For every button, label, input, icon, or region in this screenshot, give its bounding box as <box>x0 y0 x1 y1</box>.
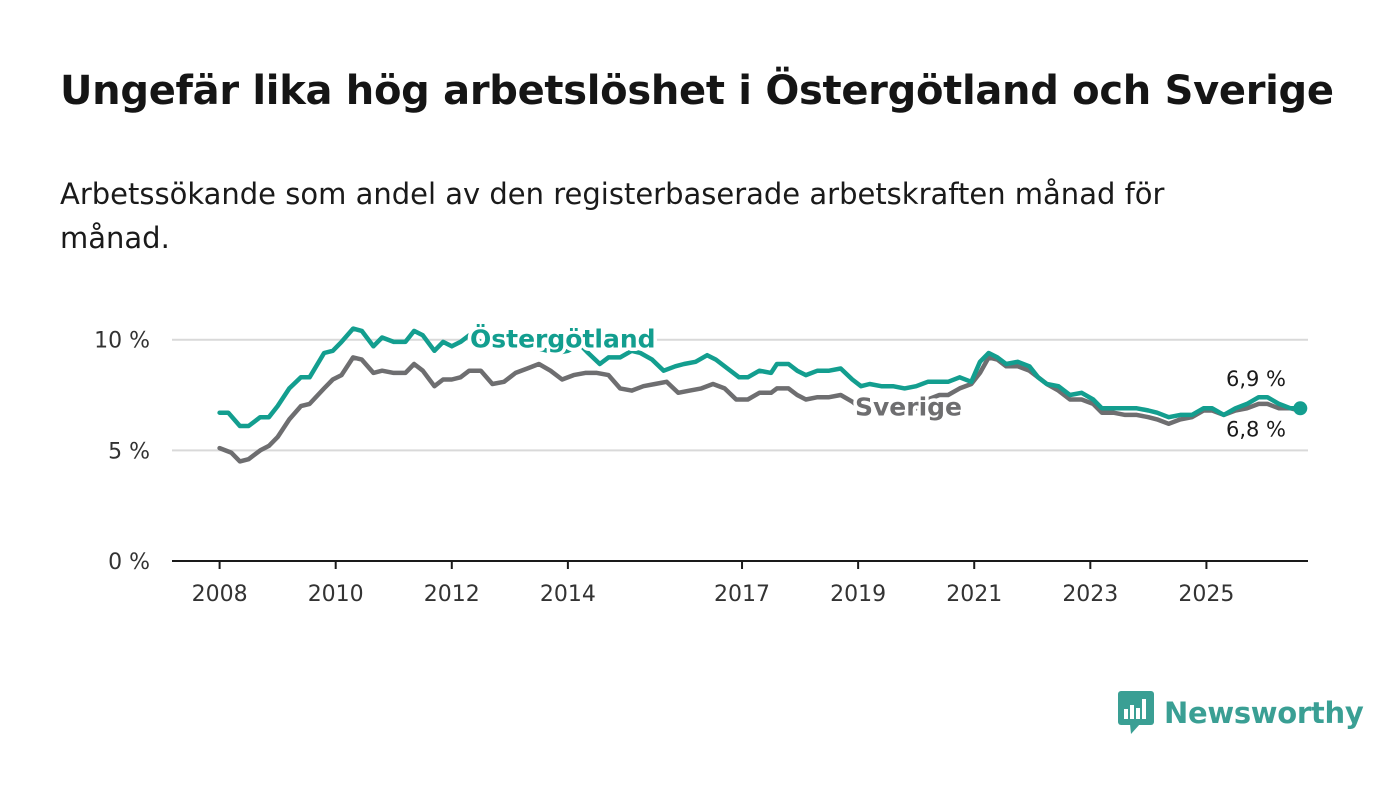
y-tick-label: 10 % <box>94 329 150 354</box>
newsworthy-logo[interactable]: Newsworthy <box>1118 690 1364 736</box>
end-marker-ostergotland <box>1293 401 1308 416</box>
label-layer: Östergötland Sverige 6,9 % 6,8 % <box>467 320 1289 444</box>
series-line-sverige <box>217 355 1302 464</box>
x-tick-label: 2014 <box>540 582 596 607</box>
series-layer <box>217 326 1308 464</box>
series-line-ostergotland <box>217 326 1302 429</box>
x-tick-label: 2019 <box>830 582 886 607</box>
y-tick-label: 5 % <box>108 439 150 464</box>
x-tick-label: 2012 <box>424 582 480 607</box>
grid-layer <box>172 338 1308 452</box>
chart-title: Ungefär lika hög arbetslöshet i Östergöt… <box>60 68 1334 114</box>
x-tick-label: 2025 <box>1178 582 1234 607</box>
series-label-sverige: Sverige <box>855 392 962 421</box>
bar-chart-speech-bubble-icon <box>1118 691 1154 734</box>
axis-layer: 0 % 5 % 10 % 2008 2010 2012 2014 2017 2019 2021 20… <box>94 329 1308 607</box>
x-tick-label: 2010 <box>308 582 364 607</box>
y-tick-label: 0 % <box>108 550 150 575</box>
x-tick-label: 2021 <box>946 582 1002 607</box>
logo-text: Newsworthy <box>1164 696 1364 730</box>
x-tick-label: 2023 <box>1062 582 1118 607</box>
x-tick-label: 2008 <box>192 582 248 607</box>
chart-subtitle: Arbetssökande som andel av den registerb… <box>60 177 1165 255</box>
series-label-ostergotland: Östergötland <box>470 324 656 354</box>
end-label-sverige: 6,8 % <box>1226 417 1286 441</box>
end-label-ostergotland: 6,9 % <box>1226 367 1286 391</box>
x-tick-label: 2017 <box>714 582 770 607</box>
